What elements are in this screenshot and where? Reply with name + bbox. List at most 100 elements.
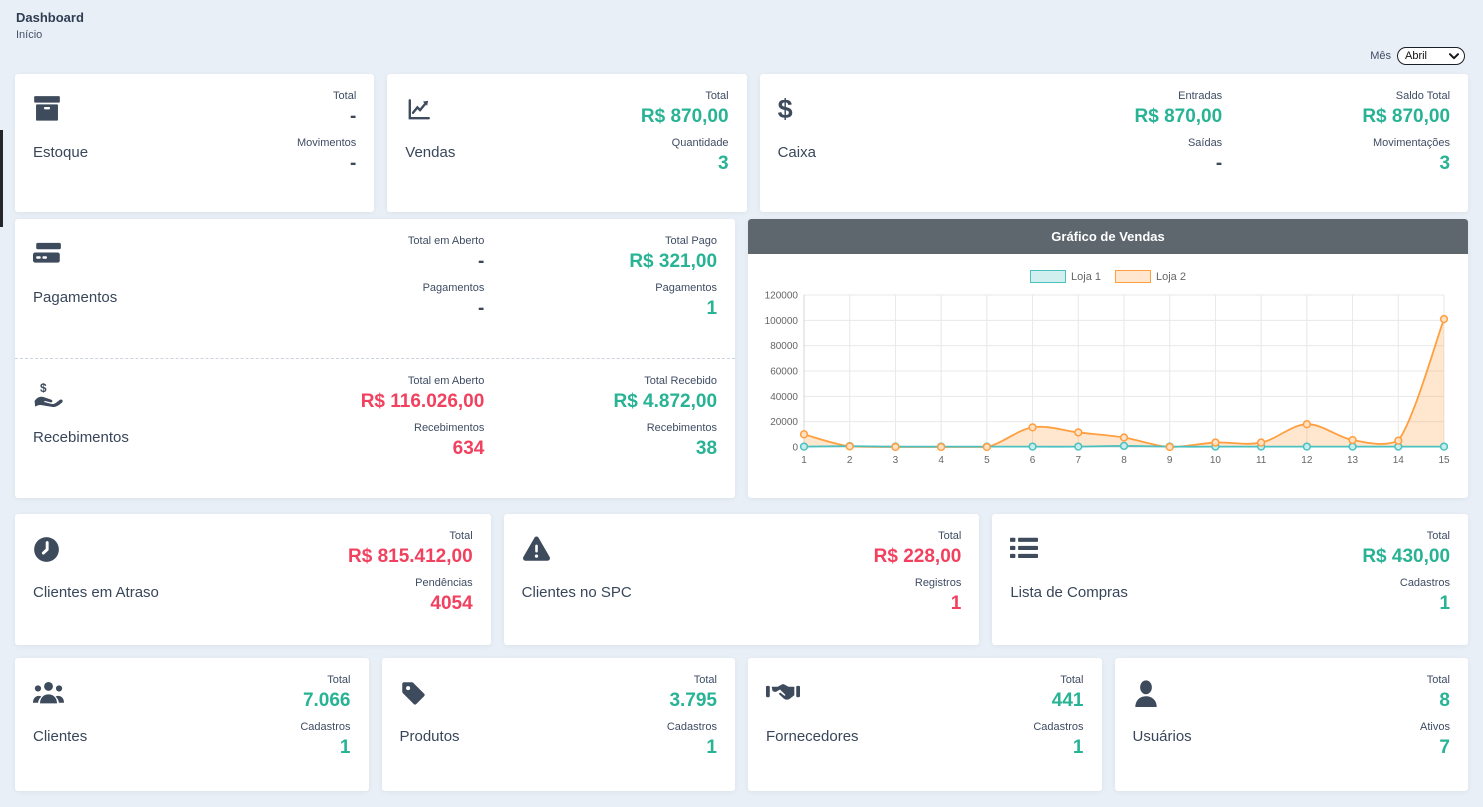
stat-label: Cadastros (1033, 720, 1084, 733)
stat-label: Movimentações (1372, 136, 1451, 149)
stat-label: Entradas (1178, 90, 1223, 102)
stat-value: R$ 870,00 (640, 106, 729, 127)
stat-label: Total Recebido (644, 375, 718, 387)
svg-text:120000: 120000 (765, 291, 799, 302)
svg-text:60000: 60000 (770, 367, 798, 378)
stat-label: Pagamentos (655, 281, 718, 294)
sales-line-chart: 1 2 3 4 5 6 7 8 9 10 11 12 13 14 150200004000060000800… (765, 291, 1450, 467)
stat-value: R$ 870,00 (1362, 106, 1451, 127)
svg-text:4: 4 (938, 455, 944, 466)
stat-label: Total em Aberto (407, 235, 485, 247)
legend-swatch (1115, 270, 1151, 283)
chart-legend: Loja 1 Loja 2 (756, 270, 1460, 283)
stat-label: Cadastros (300, 720, 351, 733)
card-title: Clientes em Atraso (33, 584, 159, 601)
stat-value: 7 (1439, 736, 1450, 758)
breadcrumb[interactable]: Início (16, 29, 43, 41)
legend-label: Loja 2 (1156, 270, 1186, 283)
section-recebimentos: $ Recebimentos Total em Aberto R$ 116.026… (15, 359, 735, 498)
stat-label: Cadastros (1399, 576, 1451, 589)
warning-icon (522, 536, 652, 566)
stat-label: Registros (914, 576, 962, 589)
stat-value: R$ 228,00 (873, 546, 962, 567)
svg-text:100000: 100000 (765, 316, 799, 327)
svg-text:14: 14 (1393, 455, 1405, 466)
svg-text:80000: 80000 (770, 341, 798, 352)
svg-text:5: 5 (984, 455, 990, 466)
stat-label: Total Pago (665, 235, 718, 247)
stat-value: 3 (1439, 152, 1451, 174)
card-clientes-spc: Clientes no SPC Total R$ 228,00 Registros… (503, 514, 980, 645)
card-clientes-atraso: Clientes em Atraso Total R$ 815.412,00 Pe… (15, 514, 491, 645)
users-icon (33, 680, 163, 710)
stat-value: 1 (706, 736, 717, 758)
stat-label: Total (1426, 530, 1451, 542)
legend-loja-2[interactable]: Loja 2 (1115, 270, 1186, 283)
tag-icon (400, 680, 530, 710)
stat-value: R$ 815.412,00 (348, 546, 473, 567)
card-lista-compras: Lista de Compras Total R$ 430,00 Cadastro… (992, 514, 1469, 645)
svg-text:$: $ (40, 382, 47, 395)
card-fornecedores: Fornecedores Total 441 Cadastros 1 (748, 658, 1102, 791)
stat-value: 3 (717, 152, 729, 174)
stat-label: Saídas (1187, 136, 1223, 149)
card-vendas: Vendas Total R$ 870,00 Quantidade 3 (387, 74, 747, 212)
stat-value: 1 (1072, 736, 1084, 758)
handshake-icon (766, 680, 896, 710)
svg-text:3: 3 (893, 455, 899, 466)
legend-loja-1[interactable]: Loja 1 (1030, 270, 1101, 283)
list-icon (1010, 536, 1140, 566)
svg-text:0: 0 (792, 443, 798, 454)
stat-value: R$ 321,00 (629, 251, 718, 272)
stat-label: Pagamentos (422, 281, 485, 294)
svg-text:8: 8 (1121, 455, 1127, 466)
stat-value: R$ 870,00 (1134, 106, 1223, 127)
stat-label: Recebimentos (414, 421, 485, 434)
stat-value: - (478, 297, 485, 319)
credit-card-icon (33, 241, 163, 271)
svg-text:9: 9 (1167, 455, 1173, 466)
month-select[interactable]: Abril (1397, 47, 1465, 65)
svg-text:20000: 20000 (770, 417, 798, 428)
page-title: Dashboard (16, 10, 84, 25)
chart-line-icon (405, 96, 535, 126)
card-title: Caixa (777, 144, 816, 161)
stat-label: Total (1060, 674, 1084, 686)
card-title: Recebimentos (33, 429, 129, 446)
card-pagamentos-recebimentos: Pagamentos Total em Aberto - Pagamentos - … (15, 219, 735, 498)
section-pagamentos: Pagamentos Total em Aberto - Pagamentos - … (15, 219, 735, 359)
stat-label: Cadastros (666, 720, 717, 733)
svg-text:11: 11 (1256, 455, 1267, 466)
stat-label: Total (449, 530, 473, 542)
stat-label: Quantidade (671, 136, 729, 149)
legend-label: Loja 1 (1071, 270, 1101, 283)
stat-label: Total (938, 530, 962, 542)
card-title: Clientes (33, 728, 88, 745)
card-estoque: Estoque Total - Movimentos - (15, 74, 375, 212)
stat-label: Movimentos (296, 136, 357, 149)
stat-label: Saldo Total (1395, 90, 1451, 102)
stat-label: Total (693, 674, 717, 686)
stat-value: 4054 (430, 592, 473, 614)
box-icon (33, 96, 163, 126)
stat-label: Recebimentos (646, 421, 718, 434)
month-select-value: Abril (1405, 50, 1428, 62)
stat-value: 634 (452, 437, 485, 459)
svg-text:12: 12 (1301, 455, 1313, 466)
stat-value: R$ 116.026,00 (360, 391, 485, 412)
card-title: Usuários (1132, 728, 1192, 745)
chart-title: Gráfico de Vendas (748, 219, 1468, 254)
stat-label: Total (333, 90, 357, 102)
stat-label: Total (705, 90, 729, 102)
dollar-icon: $ (777, 94, 793, 124)
stat-value: 1 (1439, 592, 1451, 614)
month-filter: Mês Abril (15, 47, 1465, 65)
card-title: Fornecedores (766, 728, 859, 745)
svg-text:7: 7 (1076, 455, 1082, 466)
stat-value: 1 (339, 736, 351, 758)
stat-label: Total (1426, 674, 1450, 686)
stat-label: Ativos (1420, 720, 1450, 733)
card-title: Produtos (399, 728, 460, 745)
stat-value: R$ 4.872,00 (613, 391, 718, 412)
